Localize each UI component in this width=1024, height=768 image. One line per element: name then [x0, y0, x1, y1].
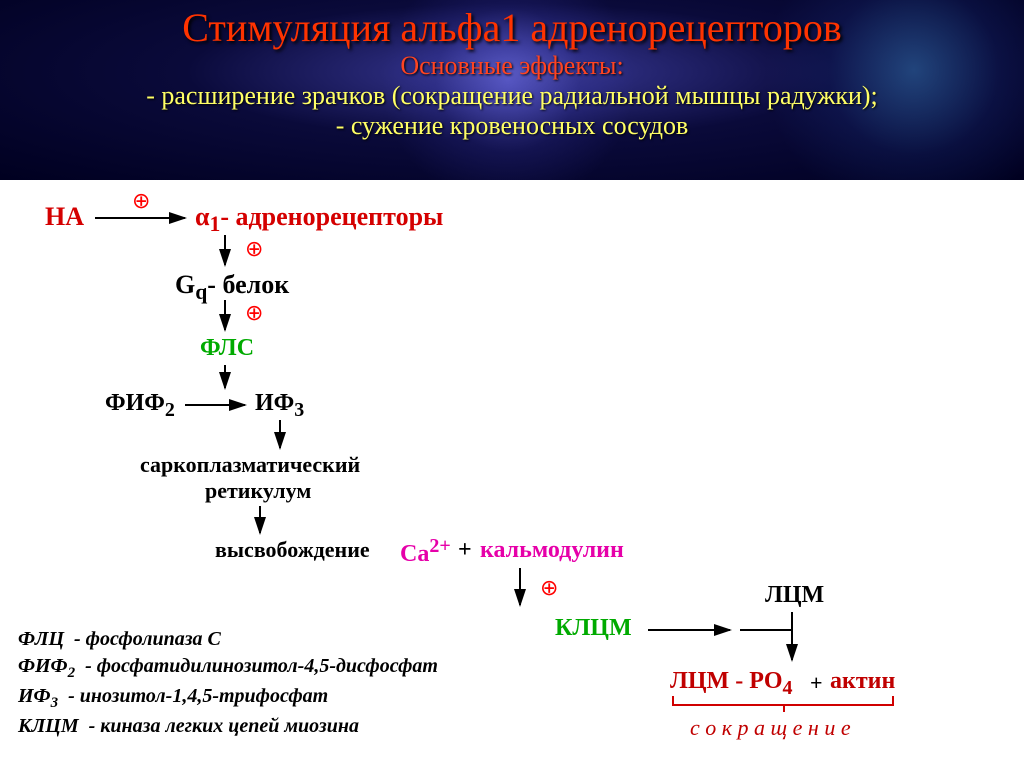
- node-calmod: кальмодулин: [480, 537, 624, 564]
- node-sarco: саркоплазматический: [140, 452, 360, 478]
- effect-1: - расширение зрачков (сокращение радиаль…: [0, 81, 1024, 111]
- legend: ФЛЦ - фосфолипаза СФИФ2 - фосфатидилиноз…: [18, 626, 438, 741]
- node-alpha: α1- адренорецепторы: [195, 202, 443, 237]
- node-contraction: с о к р а щ е н и е: [690, 715, 851, 741]
- pathway-diagram: НА α1- адренорецепторы Gq- белок ФЛС ФИФ2 ИФ3…: [0, 180, 1024, 768]
- contraction-brace: [672, 698, 894, 706]
- node-fif2: ФИФ2: [105, 390, 175, 422]
- slide-subtitle: Основные эффекты:: [0, 51, 1024, 81]
- node-if3: ИФ3: [255, 390, 304, 422]
- slide-header: Стимуляция альфа1 адренорецепторов Основ…: [0, 0, 1024, 180]
- node-release: высвобождение: [215, 537, 370, 563]
- node-sarco2: ретикулум: [205, 478, 311, 504]
- legend-row: ФЛЦ - фосфолипаза С: [18, 626, 438, 653]
- node-lcm: ЛЦМ: [765, 582, 824, 609]
- node-gq: Gq- белок: [175, 270, 289, 305]
- node-na: НА: [45, 202, 84, 232]
- node-fls: ФЛС: [200, 335, 254, 362]
- slide-title: Стимуляция альфа1 адренорецепторов: [0, 4, 1024, 51]
- node-lcm_po4: ЛЦМ - PO4: [670, 668, 793, 700]
- plus-sign-0: ⊕: [132, 188, 150, 214]
- legend-row: ФИФ2 - фосфатидилинозитол-4,5-дисфосфат: [18, 653, 438, 683]
- node-aktin: актин: [830, 668, 895, 695]
- node-ca: Ca2+: [400, 535, 451, 568]
- plus-sign-3: ⊕: [540, 575, 558, 601]
- node-plus1: +: [458, 537, 472, 564]
- node-klcm: КЛЦМ: [555, 615, 632, 642]
- effect-2: - сужение кровеносных сосудов: [0, 111, 1024, 141]
- legend-row: КЛЦМ - киназа легких цепей миозина: [18, 713, 438, 740]
- plus-sign-2: ⊕: [245, 300, 263, 326]
- node-plus2: +: [810, 670, 823, 696]
- legend-row: ИФ3 - инозитол-1,4,5-трифосфат: [18, 683, 438, 713]
- plus-sign-1: ⊕: [245, 236, 263, 262]
